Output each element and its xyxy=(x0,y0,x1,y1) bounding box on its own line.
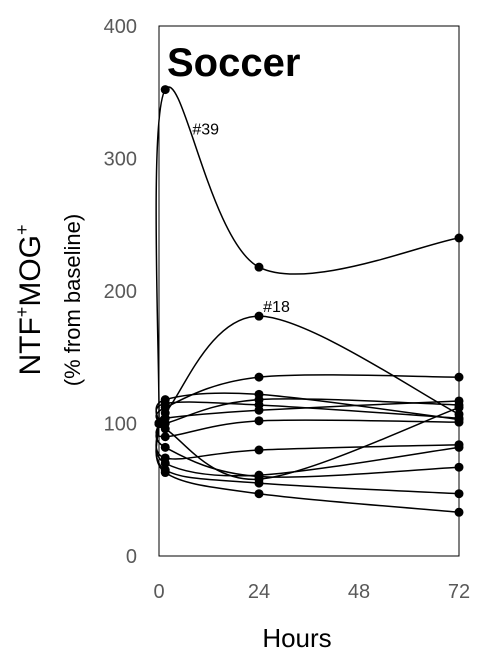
data-point xyxy=(160,432,170,442)
data-point xyxy=(454,396,464,406)
y-axis-label-sub: (% from baseline) xyxy=(60,214,85,386)
y-label-sup-1: + xyxy=(12,307,32,318)
data-point xyxy=(160,85,170,95)
data-point xyxy=(160,399,170,409)
x-tick-label: 24 xyxy=(248,581,270,603)
series-line xyxy=(155,423,460,514)
data-point xyxy=(454,507,464,517)
data-point xyxy=(454,233,464,243)
annotation-label: #39 xyxy=(192,122,219,139)
y-tick-label: 100 xyxy=(104,414,137,436)
data-point xyxy=(454,442,464,452)
annotation-label: #18 xyxy=(263,299,290,316)
data-point xyxy=(160,424,170,434)
y-axis-ticks: 0 100 200 300 400 xyxy=(104,16,137,568)
data-point xyxy=(454,462,464,472)
y-label-part-ntf: NTF xyxy=(14,317,47,375)
y-axis-label: NTF+MOG+ (% from baseline) xyxy=(12,214,85,386)
x-axis-label: Hours xyxy=(262,623,331,653)
data-point xyxy=(160,458,170,468)
data-point xyxy=(254,416,264,426)
data-point xyxy=(254,474,264,484)
series-line xyxy=(155,392,460,424)
y-tick-label: 400 xyxy=(104,16,137,38)
annotations: #39 #18 xyxy=(192,122,290,317)
data-point xyxy=(454,403,464,413)
data-point xyxy=(254,372,264,382)
series-line xyxy=(155,423,460,478)
x-axis-ticks: 0 24 48 72 xyxy=(153,581,470,603)
data-point xyxy=(154,419,164,428)
data-point xyxy=(254,311,264,321)
y-label-sup-2: + xyxy=(12,224,32,235)
x-tick-label: 0 xyxy=(153,581,164,603)
data-point xyxy=(160,468,170,478)
data-point xyxy=(160,442,170,452)
data-point xyxy=(254,262,264,272)
y-tick-label: 300 xyxy=(104,149,137,171)
series-points xyxy=(154,85,464,517)
series-line xyxy=(155,401,460,424)
data-point xyxy=(160,413,170,423)
data-point xyxy=(254,489,264,499)
y-tick-label: 200 xyxy=(104,281,137,303)
y-tick-label: 0 xyxy=(126,546,137,568)
y-label-part-mog: MOG xyxy=(14,235,47,307)
data-point xyxy=(454,372,464,382)
y-axis-label-main: NTF+MOG+ xyxy=(12,224,47,375)
data-point xyxy=(254,405,264,415)
data-point xyxy=(454,417,464,427)
x-tick-label: 72 xyxy=(448,581,470,603)
chart-title: Soccer xyxy=(167,41,300,85)
series-line xyxy=(155,86,460,424)
data-point xyxy=(254,445,264,455)
data-point xyxy=(454,489,464,499)
x-tick-label: 48 xyxy=(348,581,370,603)
